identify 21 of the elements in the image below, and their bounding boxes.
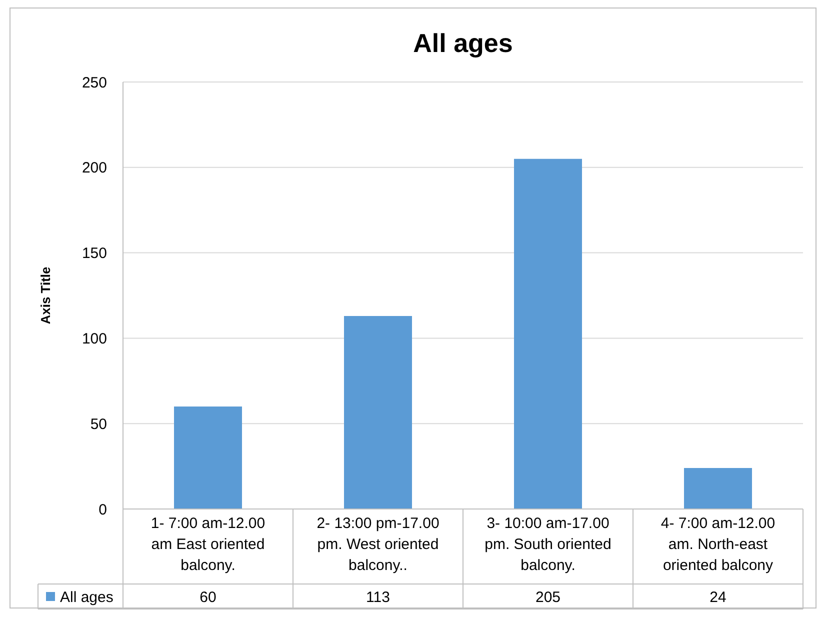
x-tick-label: 4- 7:00 am-12.00 am. North-east oriented balcony <box>660 515 776 574</box>
bar <box>174 406 242 509</box>
y-tick-label: 0 <box>98 501 107 518</box>
y-tick-label: 50 <box>90 416 107 433</box>
x-tick-label: 2- 13:00 pm-17.00 pm. West oriented balcony.. <box>316 515 440 574</box>
data-label: 205 <box>535 589 561 606</box>
bar <box>344 316 412 509</box>
y-tick-label: 100 <box>82 330 107 348</box>
bar <box>514 158 582 509</box>
y-axis-title: Axis Title <box>38 266 53 324</box>
data-label: 24 <box>710 589 726 606</box>
chart-title: All ages <box>413 28 513 58</box>
bar <box>684 468 752 509</box>
y-tick-label: 200 <box>82 160 107 177</box>
data-label: 60 <box>200 589 216 606</box>
data-label: 113 <box>366 589 390 606</box>
x-tick-label: 3- 10:00 am-17.00 pm. South oriented balcony. <box>484 515 612 574</box>
legend-label: All ages <box>60 589 114 606</box>
y-tick-label: 150 <box>82 245 107 262</box>
x-tick-label: 1- 7:00 am-12.00 am East oriented balcony. <box>150 515 266 574</box>
y-tick-label: 250 <box>82 74 107 92</box>
